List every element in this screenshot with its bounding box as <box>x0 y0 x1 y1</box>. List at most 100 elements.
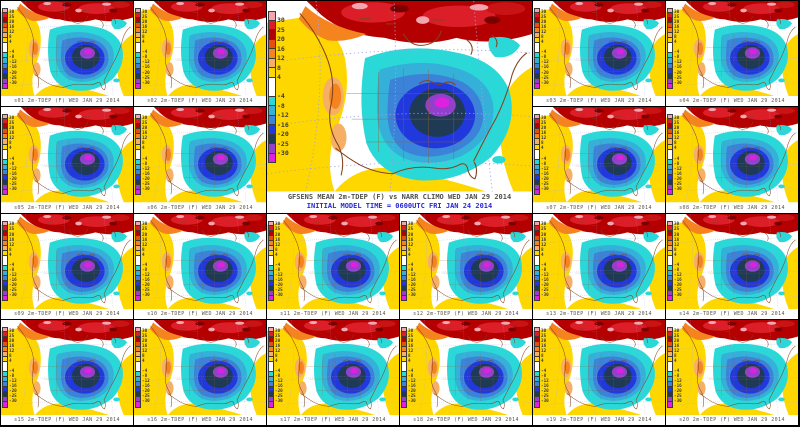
colorbar: 30 25 20 16 12 8 4 -4 -8 -12 -16 -20 -25 -30 <box>2 8 17 89</box>
colorbar-tick-label: -20 <box>408 389 416 395</box>
colorbar-tick-label: -16 <box>408 384 416 390</box>
colorbar-tick-label: -12 <box>277 111 289 120</box>
colorbar: 30 25 20 16 12 8 4 -4 -8 -12 -16 -20 -25 -30 <box>268 11 289 163</box>
colorbar-tick-label: -20 <box>277 130 289 139</box>
colorbar-segment <box>135 326 141 332</box>
colorbar-segment <box>401 341 407 347</box>
colorbar-tick-label: -16 <box>142 171 150 177</box>
north-america-map <box>533 1 665 97</box>
colorbar-tick-label: -4 <box>674 50 680 56</box>
colorbar-segment <box>534 28 540 34</box>
colorbar-tick-label: -25 <box>408 394 416 400</box>
ensemble-member-panel-s05: s05 2m-TDEP (F) WED JAN 29 2014 30 25 20 16… <box>1 107 134 214</box>
colorbar-segment <box>667 341 673 347</box>
colorbar-tick-label: 30 <box>541 116 547 122</box>
colorbar-segment <box>534 58 540 64</box>
colorbar-tick-label: -30 <box>541 293 549 299</box>
colorbar-tick-label: -4 <box>674 156 680 162</box>
colorbar-segment <box>2 235 8 241</box>
colorbar-segment <box>401 291 407 297</box>
colorbar-tick-label: -30 <box>9 80 17 86</box>
colorbar-tick-label: 4 <box>674 146 677 152</box>
colorbar-segment <box>667 13 673 19</box>
colorbar-segment <box>667 184 673 190</box>
panel-label: s04 2m-TDEP (F) WED JAN 29 2014 <box>679 98 785 105</box>
colorbar-tick-label: 25 <box>541 14 547 20</box>
colorbar-tick-label: -12 <box>9 272 17 278</box>
colorbar-tick-label: -8 <box>9 267 15 273</box>
colorbar-tick-label: 4 <box>9 252 12 258</box>
colorbar-tick-label: -30 <box>541 186 549 192</box>
colorbar-tick-label: 4 <box>541 252 544 258</box>
colorbar-segment <box>401 245 407 251</box>
colorbar-tick-label: -12 <box>674 272 682 278</box>
colorbar-segment <box>534 220 540 226</box>
colorbar-segment <box>401 372 407 378</box>
colorbar-tick-label: -12 <box>541 272 549 278</box>
colorbar: 30 25 20 16 12 8 4 -4 -8 -12 -16 -20 -25 -30 <box>401 220 416 302</box>
colorbar: 30 25 20 16 12 8 4 -4 -8 -12 -16 -20 -25 -30 <box>135 326 150 408</box>
colorbar-segment <box>2 326 8 332</box>
colorbar-segment <box>135 164 141 170</box>
colorbar-tick-label: 12 <box>142 348 148 354</box>
ensemble-member-panel-s19: s19 2m-TDEP (F) WED JAN 29 2014 30 25 20 16… <box>533 319 666 426</box>
colorbar-tick-label: 16 <box>142 237 148 243</box>
colorbar-segment <box>667 265 673 271</box>
colorbar-segment <box>135 124 141 130</box>
colorbar-tick-label: 8 <box>277 63 281 72</box>
colorbar-tick-label: 25 <box>541 227 547 233</box>
colorbar-segment <box>534 230 540 236</box>
colorbar-segment <box>667 372 673 378</box>
colorbar-tick-label: -16 <box>541 171 549 177</box>
colorbar-segment <box>534 43 540 54</box>
colorbar-segment <box>135 28 141 34</box>
colorbar-segment <box>2 58 8 64</box>
colorbar-segment <box>534 63 540 69</box>
colorbar-segment <box>667 179 673 185</box>
colorbar-segment <box>534 149 540 160</box>
colorbar-segment <box>135 189 141 195</box>
colorbar-tick-label: 30 <box>277 16 285 25</box>
colorbar-tick-label: 30 <box>142 328 148 334</box>
colorbar-segment <box>667 164 673 170</box>
colorbar-segment <box>268 377 274 383</box>
colorbar-tick-label: -30 <box>142 186 150 192</box>
colorbar-segment <box>667 286 673 292</box>
colorbar-segment <box>667 362 673 373</box>
colorbar-tick-label: 8 <box>275 247 278 253</box>
colorbar-segment <box>534 286 540 292</box>
panel-label: s10 2m-TDEP (F) WED JAN 29 2014 <box>147 310 253 317</box>
colorbar-segment <box>534 362 540 373</box>
ensemble-member-panel-s10: s10 2m-TDEP (F) WED JAN 29 2014 30 25 20 16… <box>134 213 267 320</box>
colorbar-segment <box>135 169 141 175</box>
colorbar-segment <box>2 255 8 266</box>
panel-label: s19 2m-TDEP (F) WED JAN 29 2014 <box>546 417 652 423</box>
colorbar-tick-label: -8 <box>142 161 148 167</box>
colorbar-segment <box>268 240 274 246</box>
colorbar-segment <box>135 362 141 373</box>
colorbar-tick-label: 4 <box>9 358 12 364</box>
colorbar-segment <box>2 265 8 271</box>
colorbar-segment <box>2 357 8 363</box>
colorbar-segment <box>2 124 8 130</box>
colorbar-segment <box>401 351 407 358</box>
colorbar-segment <box>268 225 274 231</box>
colorbar-segment <box>667 357 673 363</box>
colorbar-tick-label: -8 <box>408 267 414 273</box>
colorbar-segment <box>667 119 673 125</box>
colorbar-segment <box>667 230 673 236</box>
colorbar-segment <box>667 291 673 297</box>
panel-label: s12 2m-TDEP (F) WED JAN 29 2014 <box>413 310 519 317</box>
colorbar-segment <box>135 230 141 236</box>
colorbar-segment <box>401 235 407 241</box>
colorbar-tick-label: 12 <box>541 242 547 248</box>
colorbar-segment <box>2 377 8 383</box>
ensemble-member-panel-s11: s11 2m-TDEP (F) WED JAN 29 2014 30 25 20 16… <box>267 213 400 320</box>
colorbar-segment <box>667 149 673 160</box>
colorbar-tick-label: 25 <box>9 227 15 233</box>
colorbar-tick-label: -8 <box>9 55 15 61</box>
colorbar-tick-label: 4 <box>275 252 278 258</box>
colorbar-segment <box>2 276 8 282</box>
colorbar-segment <box>268 402 274 408</box>
colorbar-tick-label: -12 <box>275 379 283 385</box>
